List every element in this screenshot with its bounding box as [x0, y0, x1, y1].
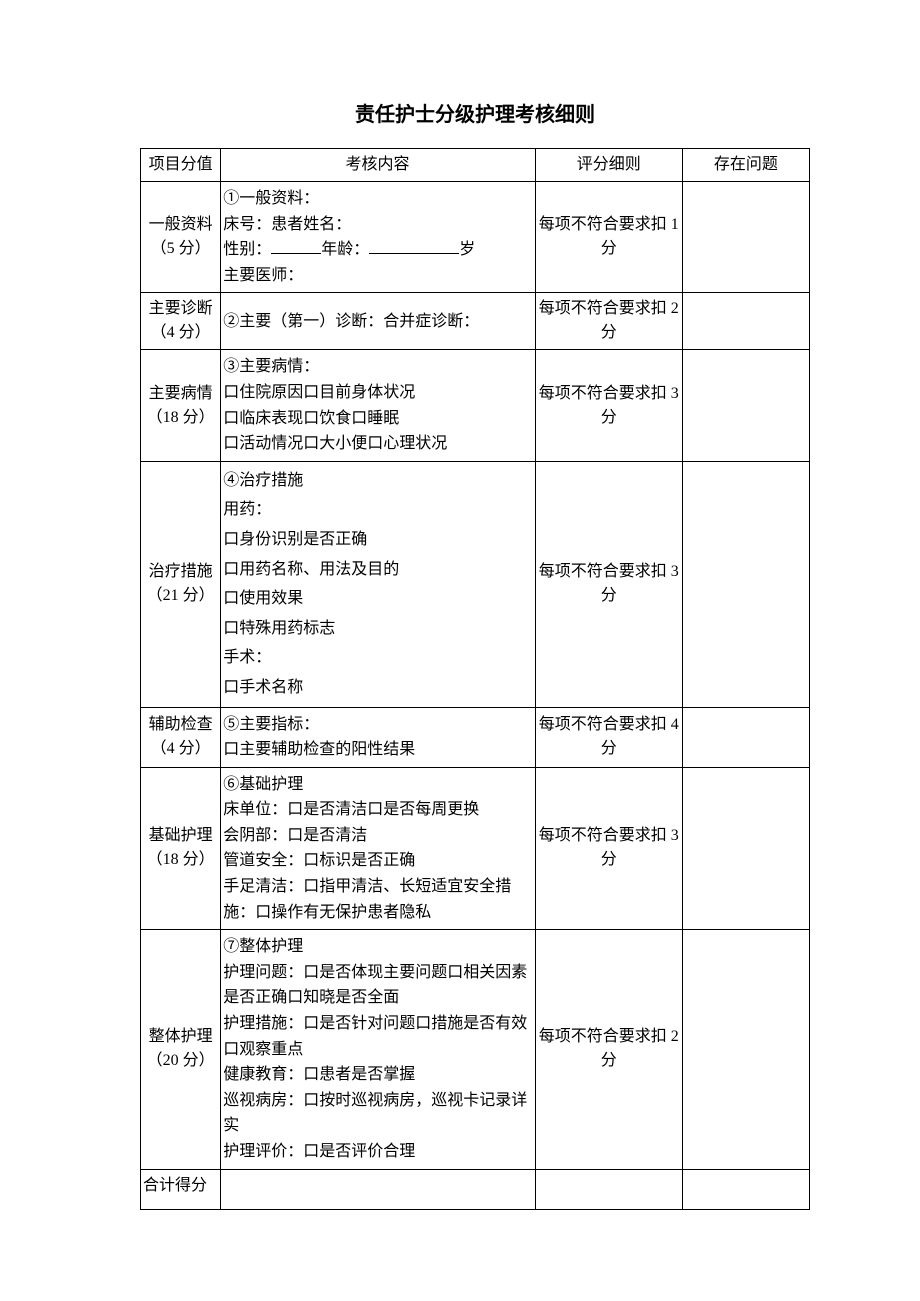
table-row: 主要诊断（4 分） ②主要（第一）诊断：合并症诊断： 每项不符合要求扣 2 分 [141, 293, 810, 350]
blank-field [369, 238, 459, 254]
row-content: ⑦整体护理 护理问题：口是否体现主要问题口相关因素是否正确口知晓是否全面 护理措… [221, 930, 535, 1169]
content-line: 管道安全：口标识是否正确 [223, 852, 415, 869]
content-line: 口住院原因口目前身体状况 [223, 384, 415, 401]
content-line: 主要医师： [223, 267, 303, 284]
content-line: 床单位：口是否清洁口是否每周更换 [223, 801, 479, 818]
row-label: 一般资料（5 分） [141, 182, 221, 293]
content-line: 口身份识别是否正确 [223, 531, 367, 548]
row-issue [682, 767, 809, 930]
content-line: ①一般资料： [223, 190, 319, 207]
content-line: 性别： [223, 241, 271, 258]
row-issue [682, 707, 809, 767]
row-label: 主要诊断（4 分） [141, 293, 221, 350]
content-line: 口主要辅助检查的阳性结果 [223, 741, 415, 758]
header-rule: 评分细则 [535, 149, 682, 182]
row-content: ④治疗措施 用药： 口身份识别是否正确 口用药名称、用法及目的 口使用效果 口特… [221, 461, 535, 707]
row-rule: 每项不符合要求扣 1 分 [535, 182, 682, 293]
content-line: ④治疗措施 [223, 472, 303, 489]
row-issue [682, 461, 809, 707]
document-title: 责任护士分级护理考核细则 [140, 100, 810, 130]
content-line: 会阴部：口是否清洁 [223, 827, 367, 844]
header-content: 考核内容 [221, 149, 535, 182]
row-rule: 每项不符合要求扣 3 分 [535, 350, 682, 461]
footer-issue [682, 1169, 809, 1209]
content-line: 口活动情况口大小便口心理状况 [223, 435, 447, 452]
assessment-table: 项目分值 考核内容 评分细则 存在问题 一般资料（5 分） ①一般资料： 床号：… [140, 148, 810, 1210]
content-line: 年龄： [321, 241, 369, 258]
table-row: 主要病情（18 分） ③主要病情： 口住院原因口目前身体状况 口临床表现口饮食口… [141, 350, 810, 461]
row-content: ⑤主要指标： 口主要辅助检查的阳性结果 [221, 707, 535, 767]
content-line: ③主要病情： [223, 358, 319, 375]
row-issue [682, 350, 809, 461]
content-line: 护理问题：口是否体现主要问题口相关因素是否正确口知晓是否全面 [223, 964, 527, 1007]
row-content: ⑥基础护理 床单位：口是否清洁口是否每周更换 会阴部：口是否清洁 管道安全：口标… [221, 767, 535, 930]
row-label: 整体护理（20 分） [141, 930, 221, 1169]
table-row: 一般资料（5 分） ①一般资料： 床号：患者姓名： 性别：年龄：岁 主要医师： … [141, 182, 810, 293]
content-line: 口使用效果 [223, 590, 303, 607]
content-line: 手术： [223, 649, 271, 666]
row-rule: 每项不符合要求扣 4 分 [535, 707, 682, 767]
footer-content [221, 1169, 535, 1209]
footer-rule [535, 1169, 682, 1209]
content-line: 巡视病房：口按时巡视病房，巡视卡记录详实 [223, 1092, 527, 1135]
blank-field [271, 238, 321, 254]
content-line: 岁 [459, 241, 475, 258]
content-line: 护理措施：口是否针对问题口措施是否有效口观察重点 [223, 1015, 527, 1058]
content-line: ⑦整体护理 [223, 938, 303, 955]
content-line: ⑤主要指标： [223, 716, 319, 733]
table-row: 整体护理（20 分） ⑦整体护理 护理问题：口是否体现主要问题口相关因素是否正确… [141, 930, 810, 1169]
content-line: 口用药名称、用法及目的 [223, 561, 399, 578]
row-rule: 每项不符合要求扣 2 分 [535, 930, 682, 1169]
content-line: ⑥基础护理 [223, 776, 303, 793]
row-rule: 每项不符合要求扣 3 分 [535, 461, 682, 707]
header-issue: 存在问题 [682, 149, 809, 182]
content-line: 口手术名称 [223, 679, 303, 696]
row-label: 基础护理（18 分） [141, 767, 221, 930]
row-issue [682, 930, 809, 1169]
footer-label: 合计得分 [141, 1169, 221, 1209]
content-line: 护理评价：口是否评价合理 [223, 1143, 415, 1160]
row-issue [682, 182, 809, 293]
table-header-row: 项目分值 考核内容 评分细则 存在问题 [141, 149, 810, 182]
content-line: 口特殊用药标志 [223, 620, 335, 637]
header-category: 项目分值 [141, 149, 221, 182]
row-label: 治疗措施（21 分） [141, 461, 221, 707]
row-rule: 每项不符合要求扣 3 分 [535, 767, 682, 930]
table-row: 治疗措施（21 分） ④治疗措施 用药： 口身份识别是否正确 口用药名称、用法及… [141, 461, 810, 707]
row-issue [682, 293, 809, 350]
row-rule: 每项不符合要求扣 2 分 [535, 293, 682, 350]
content-line: 健康教育：口患者是否掌握 [223, 1066, 415, 1083]
table-row: 基础护理（18 分） ⑥基础护理 床单位：口是否清洁口是否每周更换 会阴部：口是… [141, 767, 810, 930]
table-footer-row: 合计得分 [141, 1169, 810, 1209]
content-line: 手足清洁：口指甲清洁、长短适宜安全措施：口操作有无保护患者隐私 [223, 878, 511, 921]
table-row: 辅助检查（4 分） ⑤主要指标： 口主要辅助检查的阳性结果 每项不符合要求扣 4… [141, 707, 810, 767]
row-label: 主要病情（18 分） [141, 350, 221, 461]
content-line: 床号：患者姓名： [223, 216, 351, 233]
row-label: 辅助检查（4 分） [141, 707, 221, 767]
content-line: 用药： [223, 501, 271, 518]
row-content: ①一般资料： 床号：患者姓名： 性别： 年龄： 岁 主要医师： [221, 182, 535, 293]
content-line: 口临床表现口饮食口睡眠 [223, 410, 399, 427]
row-content: ②主要（第一）诊断：合并症诊断： [221, 293, 535, 350]
row-content: ③主要病情： 口住院原因口目前身体状况 口临床表现口饮食口睡眠 口活动情况口大小… [221, 350, 535, 461]
